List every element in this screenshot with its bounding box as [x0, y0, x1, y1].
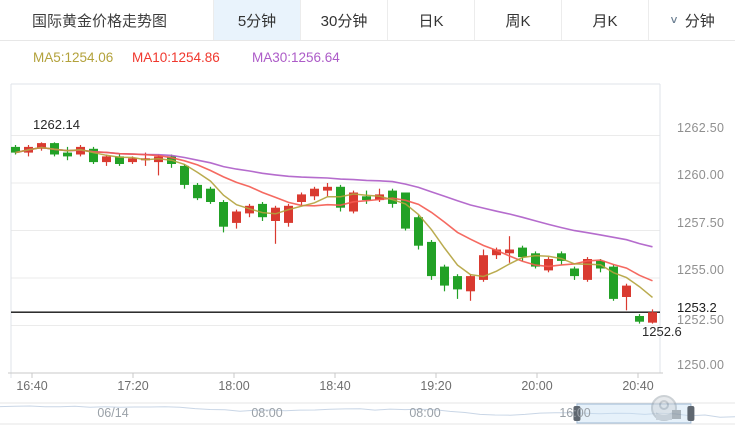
tab-daily-k[interactable]: 日K	[387, 0, 474, 40]
tab-30min[interactable]: 30分钟	[300, 0, 387, 40]
tab-weekly-k[interactable]: 周K	[474, 0, 561, 40]
ma10-value: MA10:1254.86	[132, 50, 220, 65]
nav-label: 08:00	[251, 406, 283, 420]
x-axis-label: 18:40	[319, 379, 351, 393]
current-price-label: 1253.2	[677, 300, 717, 315]
x-axis-label: 19:20	[420, 379, 452, 393]
x-axis-label: 16:40	[16, 379, 48, 393]
y-axis-label: 1262.50	[677, 120, 725, 135]
y-axis-label: 1252.50	[677, 312, 725, 327]
nav-handle-left[interactable]	[573, 406, 581, 421]
ma30-value: MA30:1256.64	[252, 50, 340, 65]
low-price-label: 1252.6	[642, 324, 682, 339]
ma5-value: MA5:1254.06	[33, 50, 114, 65]
nav-label: 16:00	[559, 406, 591, 420]
nav-label: 06/14	[97, 406, 129, 420]
y-axis-label: 1260.00	[677, 168, 725, 182]
x-axis-label: 18:00	[218, 379, 250, 393]
nav-window[interactable]	[576, 403, 692, 424]
high-price-label: 1262.14	[33, 117, 80, 132]
interval-tabs: 5分钟 30分钟 日K 周K 月K ∨ 分钟	[213, 0, 735, 40]
tab-monthly-k[interactable]: 月K	[561, 0, 648, 40]
nav-handle-right[interactable]	[687, 406, 695, 421]
y-axis-label: 1250.00	[677, 358, 725, 372]
y-axis-label: 1255.00	[677, 263, 725, 277]
x-axis-label: 20:00	[521, 379, 553, 393]
y-axis-label: 1257.50	[677, 215, 725, 230]
nav-label: 08:00	[409, 406, 441, 420]
x-axis-label: 20:40	[622, 379, 654, 393]
x-axis-label: 17:20	[117, 379, 149, 393]
page-title: 国际黄金价格走势图	[32, 12, 168, 30]
header-bar: 国际黄金价格走势图 5分钟 30分钟 日K 周K 月K ∨ 分钟	[0, 0, 735, 41]
tab-minute-dropdown[interactable]: ∨ 分钟	[648, 0, 735, 40]
tab-5min[interactable]: 5分钟	[213, 0, 300, 40]
chevron-down-icon: ∨	[669, 13, 679, 26]
